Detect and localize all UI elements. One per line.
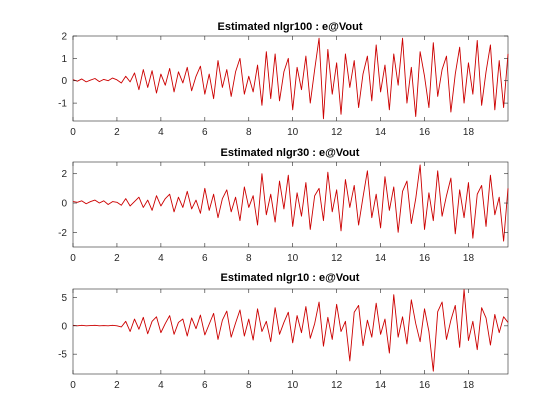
x-tick-label: 16 [419, 127, 431, 138]
y-tick-label: 0 [61, 199, 67, 210]
x-tick-label: 2 [114, 127, 120, 138]
x-tick-label: 12 [331, 127, 343, 138]
x-tick-label: 0 [70, 127, 76, 138]
x-tick-label: 10 [287, 380, 299, 391]
y-tick-label: -2 [58, 228, 67, 239]
plot-area-3 [72, 288, 509, 375]
subplot-2-title: Estimated nlgr30 : e@Vout [221, 147, 360, 159]
x-tick-label: 8 [246, 253, 252, 264]
x-tick-label: 10 [287, 127, 299, 138]
series-line-2 [72, 164, 509, 242]
x-tick-label: 4 [158, 380, 164, 391]
x-tick-label: 4 [158, 253, 164, 264]
x-tick-label: 18 [463, 127, 475, 138]
series-line-3 [72, 289, 509, 372]
x-tick-label: 16 [419, 253, 431, 264]
x-tick-label: 14 [375, 253, 387, 264]
subplot-3: Estimated nlgr10 : e@Vout 0 2 4 6 8 10 12 14 16 1… [58, 272, 509, 391]
x-tick-label: 6 [202, 127, 208, 138]
x-tick-label: 18 [463, 380, 475, 391]
x-tick-label: 4 [158, 127, 164, 138]
subplot-2: Estimated nlgr30 : e@Vout 0 2 4 6 8 10 12 14 16 1… [58, 147, 509, 264]
x-tick-label: 12 [331, 253, 343, 264]
x-tick-label: 18 [463, 253, 475, 264]
y-tick-label: -1 [58, 99, 67, 110]
x-tick-label: 0 [70, 253, 76, 264]
y-tick-label: 2 [61, 32, 67, 43]
y-tick-label: -5 [58, 350, 67, 361]
y-tick-label: 0 [61, 321, 67, 332]
subplot-3-title: Estimated nlgr10 : e@Vout [221, 272, 360, 284]
y-tick-label: 5 [61, 293, 67, 304]
x-tick-label: 12 [331, 380, 343, 391]
y-tick-label: 0 [61, 76, 67, 87]
plot-area-1 [72, 35, 509, 122]
y-tick-label: 2 [61, 169, 67, 180]
x-tick-label: 0 [70, 380, 76, 391]
subplot-1: Estimated nlgr100 : e@Vout 0 2 4 6 8 10 12 14 16… [58, 21, 509, 138]
x-tick-label: 14 [375, 127, 387, 138]
y-tick-label: 1 [61, 54, 67, 65]
x-tick-label: 6 [202, 253, 208, 264]
x-tick-label: 6 [202, 380, 208, 391]
x-tick-label: 8 [246, 127, 252, 138]
series-line-1 [72, 37, 509, 120]
x-tick-label: 2 [114, 380, 120, 391]
x-tick-label: 14 [375, 380, 387, 391]
x-tick-label: 16 [419, 380, 431, 391]
x-tick-label: 2 [114, 253, 120, 264]
x-tick-label: 10 [287, 253, 299, 264]
subplot-1-title: Estimated nlgr100 : e@Vout [218, 21, 363, 33]
x-tick-label: 8 [246, 380, 252, 391]
